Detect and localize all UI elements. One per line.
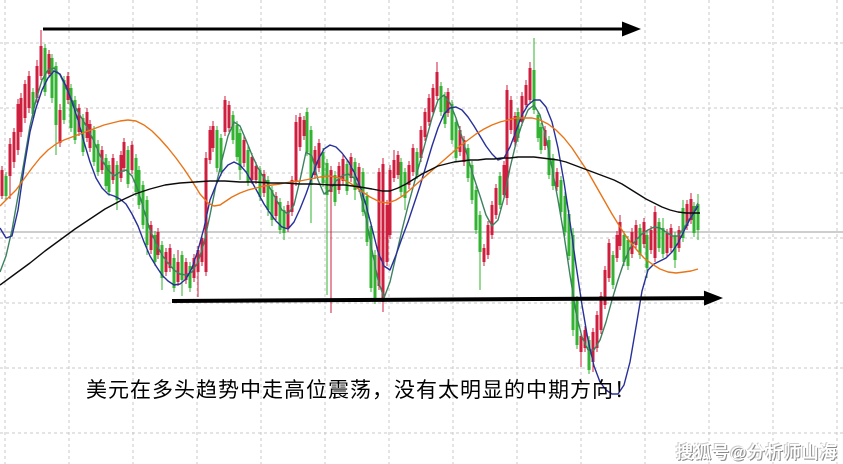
slow-ma-line bbox=[0, 117, 699, 274]
mid-ma-line bbox=[0, 70, 699, 395]
trend-arrow-upper[interactable] bbox=[43, 21, 641, 37]
candles-layer bbox=[0, 30, 700, 374]
annotation-text: 美元在多头趋势中走高位震荡，没有太明显的中期方向！ bbox=[86, 379, 636, 402]
fast-ma-line bbox=[0, 67, 699, 351]
long-ma-line bbox=[0, 156, 700, 286]
watermark: 搜狐号@分析师山海 bbox=[676, 443, 838, 462]
trend-arrow-lower[interactable] bbox=[171, 290, 723, 306]
